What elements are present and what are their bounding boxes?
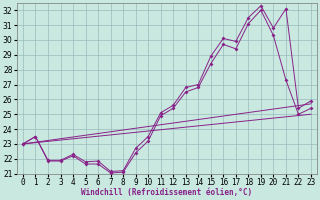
X-axis label: Windchill (Refroidissement éolien,°C): Windchill (Refroidissement éolien,°C) [81,188,252,197]
